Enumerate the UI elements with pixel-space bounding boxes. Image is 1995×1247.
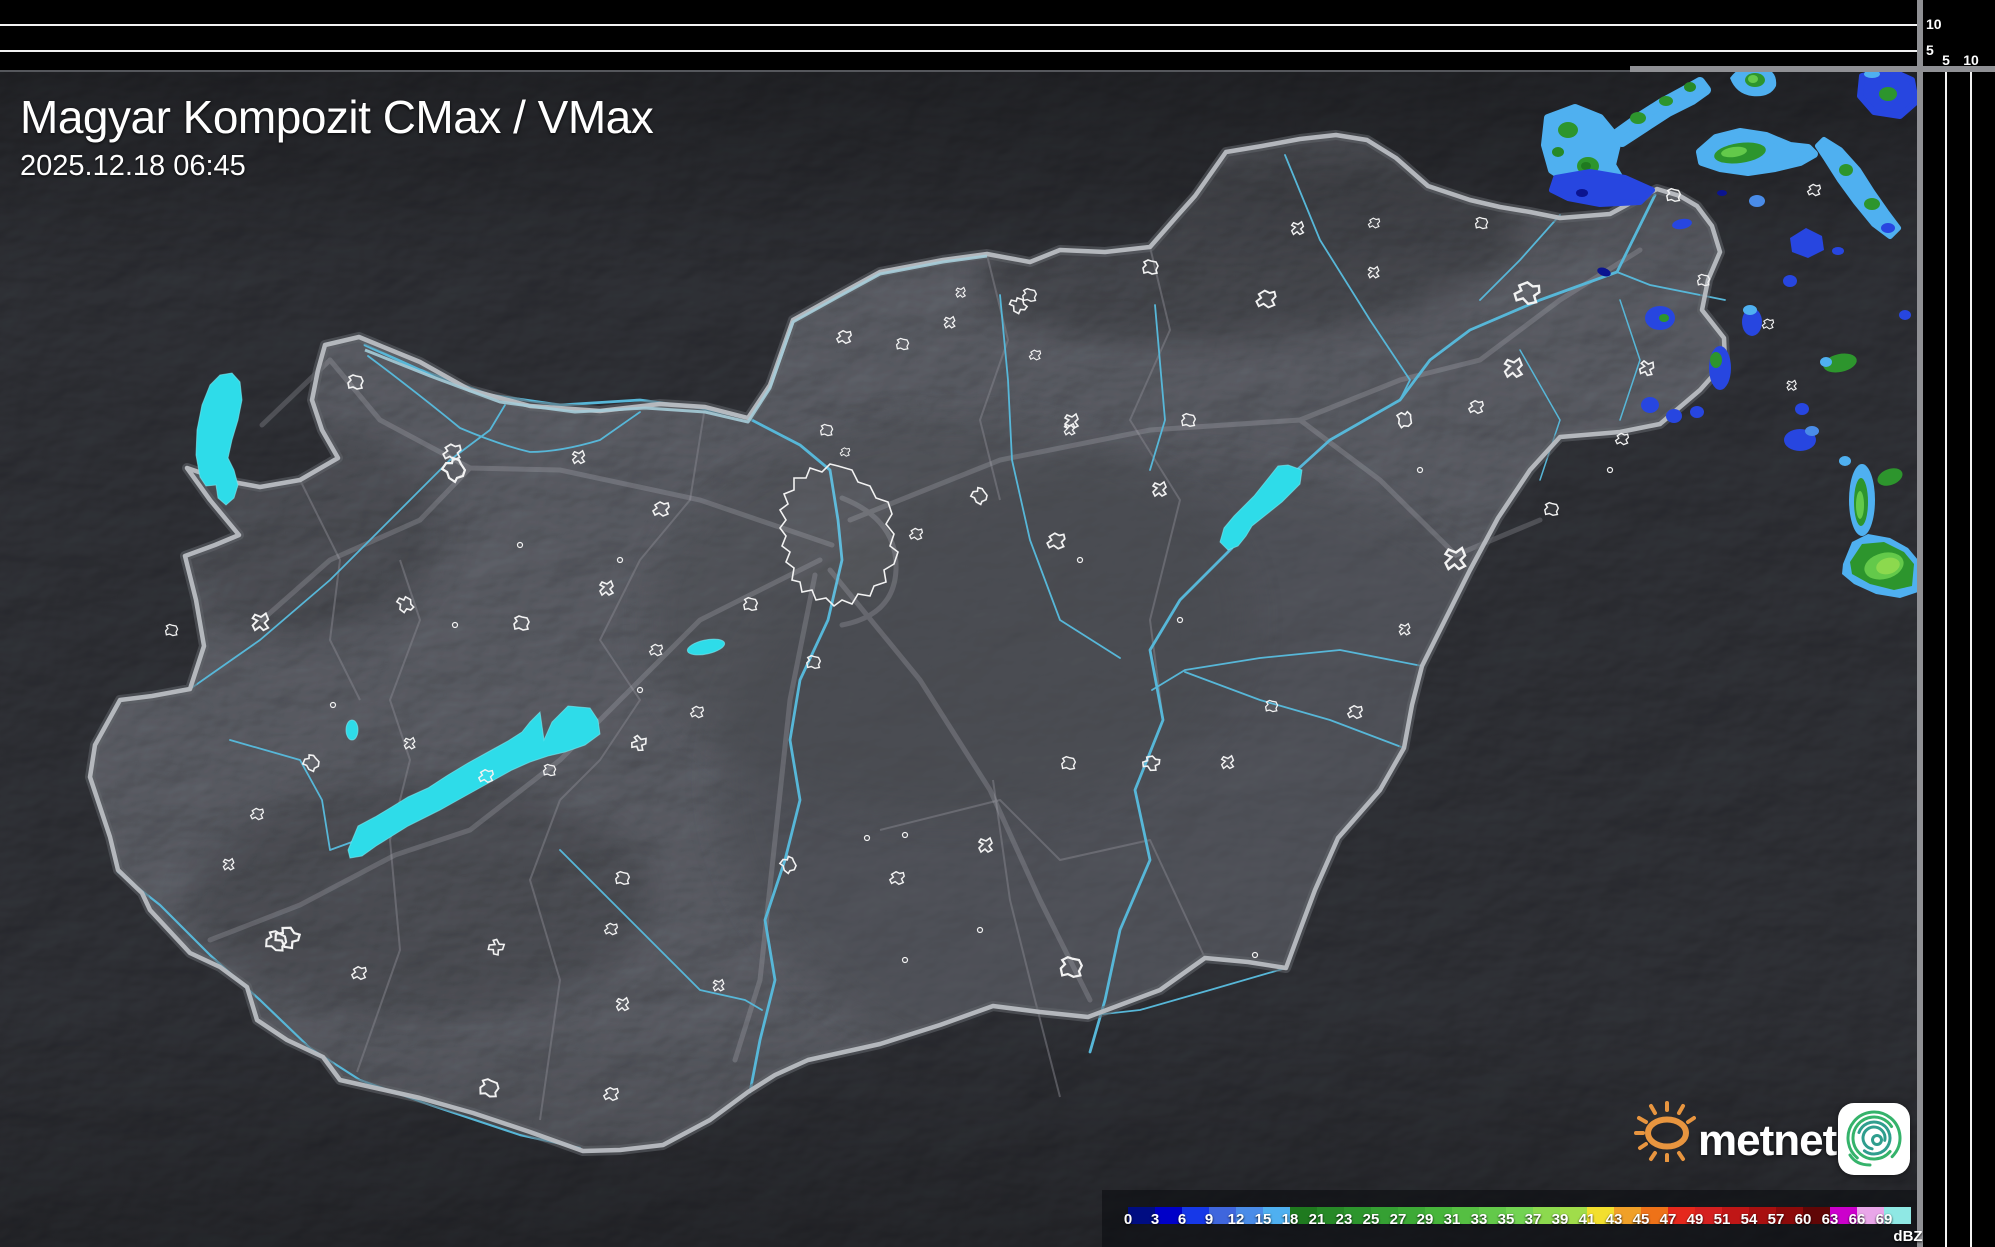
cyclone-spiral-icon: [1846, 1110, 1902, 1167]
panel-divider-horizontal: [1630, 66, 1995, 72]
top-axis-tick-5: 5: [1926, 42, 1934, 58]
legend-tick-label: 18: [1281, 1211, 1299, 1228]
legend-unit: dBZ: [1893, 1228, 1923, 1245]
settlements: [164, 183, 1822, 1102]
legend-cell: [1236, 1207, 1263, 1224]
profile-gridline-10km: [0, 24, 1917, 26]
legend-cell: [1695, 1207, 1722, 1224]
legend-cell: [1560, 1207, 1587, 1224]
legend-cell: [1668, 1207, 1695, 1224]
legend-cell: [1344, 1207, 1371, 1224]
top-profile-panel: [0, 0, 1917, 72]
title-block: Magyar Kompozit CMax / VMax 2025.12.18 0…: [20, 91, 654, 183]
brand-name[interactable]: metnet: [1698, 1116, 1837, 1165]
legend-cell: [1155, 1207, 1182, 1224]
lake-tisza: [1219, 464, 1303, 551]
legend-tick-label: 66: [1848, 1211, 1866, 1228]
legend-tick-label: 69: [1875, 1211, 1893, 1228]
right-axis-tick-10: 10: [1963, 52, 1979, 68]
profile-gridline-v5km: [1945, 72, 1947, 1247]
legend-cell: [1803, 1207, 1830, 1224]
legend-cell: [1452, 1207, 1479, 1224]
right-axis-tick-5: 5: [1942, 52, 1950, 68]
terrain-relief: [0, 72, 1918, 1247]
legend-tick-label: 39: [1551, 1211, 1569, 1228]
legend-labels: 0 3 6 9 12 15 18 21 23 25 27 29 31 33 35 37 39 41 43 45 47 49…: [1124, 1190, 1911, 1247]
legend-cell: [1884, 1207, 1911, 1224]
legend-tick-label: 57: [1767, 1211, 1785, 1228]
legend-tick-label: 0: [1123, 1211, 1133, 1228]
legend-cell: [1371, 1207, 1398, 1224]
legend-tick-label: 27: [1389, 1211, 1407, 1228]
legend-tick-label: 51: [1713, 1211, 1731, 1228]
legend-cell: [1614, 1207, 1641, 1224]
legend-cell: [1641, 1207, 1668, 1224]
legend-tick-label: 33: [1470, 1211, 1488, 1228]
legend-cell: [1209, 1207, 1236, 1224]
legend-tick-label: 63: [1821, 1211, 1839, 1228]
right-profile-panel: 10 5 5 10: [1923, 0, 1995, 1247]
legend-tick-label: 45: [1632, 1211, 1650, 1228]
country-border: [90, 135, 1725, 1151]
legend-tick-label: 37: [1524, 1211, 1542, 1228]
page-title: Magyar Kompozit CMax / VMax: [20, 91, 654, 143]
legend-tick-label: 12: [1227, 1211, 1245, 1228]
dbz-legend: 0 3 6 9 12 15 18 21 23 25 27 29 31 33 35 37 39 41 43 45 47 49…: [1102, 1190, 1923, 1247]
roads: [207, 247, 1643, 1063]
lake-velence: [686, 638, 726, 656]
legend-cell: [1587, 1207, 1614, 1224]
legend-cell: [1263, 1207, 1290, 1224]
legend-tick-label: 31: [1443, 1211, 1461, 1228]
legend-cell: [1182, 1207, 1209, 1224]
legend-cell: [1398, 1207, 1425, 1224]
legend-cell: [1479, 1207, 1506, 1224]
legend-cell: [1722, 1207, 1749, 1224]
sun-icon: [1634, 1101, 1696, 1162]
profile-gridline-v10km: [1970, 72, 1972, 1247]
legend-cell: [1776, 1207, 1803, 1224]
map-frame-top: [0, 70, 1630, 72]
legend-tick-label: 21: [1308, 1211, 1326, 1228]
legend-cell: [1317, 1207, 1344, 1224]
lakes: [195, 372, 1303, 859]
legend-tick-label: 23: [1335, 1211, 1353, 1228]
county-borders: [299, 246, 1206, 1121]
lake-kisbalaton: [345, 719, 359, 741]
legend-tick-label: 54: [1740, 1211, 1758, 1228]
radar-echoes: [1541, 72, 1918, 598]
legend-cell: [1425, 1207, 1452, 1224]
legend-cell: [1290, 1207, 1317, 1224]
settlement-budapest: [778, 463, 899, 608]
lake-balaton: [347, 705, 601, 859]
top-axis-tick-10: 10: [1926, 16, 1942, 32]
metnet-app-icon[interactable]: [1838, 1103, 1910, 1175]
lake-ferto: [195, 372, 243, 506]
timestamp: 2025.12.18 06:45: [20, 150, 246, 182]
profile-gridline-5km: [0, 50, 1917, 52]
legend-tick-label: 47: [1659, 1211, 1677, 1228]
branding: metnet: [1634, 1100, 1914, 1180]
legend-tick-label: 60: [1794, 1211, 1812, 1228]
legend-tick-label: 25: [1362, 1211, 1380, 1228]
legend-tick-label: 49: [1686, 1211, 1704, 1228]
legend-cell: [1830, 1207, 1857, 1224]
legend-cell: [1749, 1207, 1776, 1224]
legend-tick-label: 43: [1605, 1211, 1623, 1228]
legend-tick-label: 35: [1497, 1211, 1515, 1228]
legend-bar: [1128, 1190, 1911, 1247]
legend-cell: [1857, 1207, 1884, 1224]
legend-tick-label: 3: [1150, 1211, 1160, 1228]
legend-tick-label: 15: [1254, 1211, 1272, 1228]
legend-cell: [1128, 1207, 1155, 1224]
legend-cell: [1506, 1207, 1533, 1224]
legend-tick-label: 29: [1416, 1211, 1434, 1228]
panel-divider-vertical: [1917, 0, 1923, 1247]
legend-tick-label: 9: [1204, 1211, 1214, 1228]
legend-cell: [1533, 1207, 1560, 1224]
legend-tick-label: 6: [1177, 1211, 1187, 1228]
legend-tick-label: 41: [1578, 1211, 1596, 1228]
